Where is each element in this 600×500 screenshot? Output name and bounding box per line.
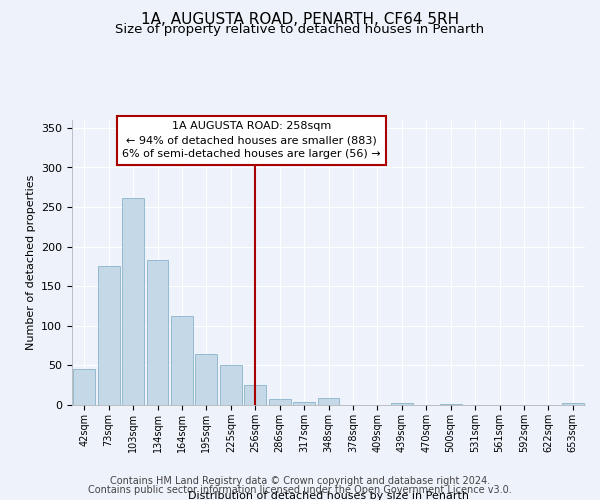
- Bar: [440, 404, 461, 405]
- Text: Contains HM Land Registry data © Crown copyright and database right 2024.: Contains HM Land Registry data © Crown c…: [110, 476, 490, 486]
- Bar: [562, 404, 584, 405]
- Text: 1A, AUGUSTA ROAD, PENARTH, CF64 5RH: 1A, AUGUSTA ROAD, PENARTH, CF64 5RH: [141, 12, 459, 28]
- Text: Size of property relative to detached houses in Penarth: Size of property relative to detached ho…: [115, 22, 485, 36]
- Bar: [244, 385, 266, 405]
- Bar: [293, 402, 315, 405]
- Bar: [122, 198, 144, 405]
- Bar: [317, 398, 340, 405]
- Bar: [269, 398, 290, 405]
- Bar: [220, 366, 242, 405]
- X-axis label: Distribution of detached houses by size in Penarth: Distribution of detached houses by size …: [188, 491, 469, 500]
- Text: 1A AUGUSTA ROAD: 258sqm
← 94% of detached houses are smaller (883)
6% of semi-de: 1A AUGUSTA ROAD: 258sqm ← 94% of detache…: [122, 122, 381, 160]
- Bar: [171, 316, 193, 405]
- Bar: [146, 260, 169, 405]
- Bar: [391, 402, 413, 405]
- Y-axis label: Number of detached properties: Number of detached properties: [26, 175, 35, 350]
- Text: Contains public sector information licensed under the Open Government Licence v3: Contains public sector information licen…: [88, 485, 512, 495]
- Bar: [98, 266, 119, 405]
- Bar: [73, 370, 95, 405]
- Bar: [196, 354, 217, 405]
